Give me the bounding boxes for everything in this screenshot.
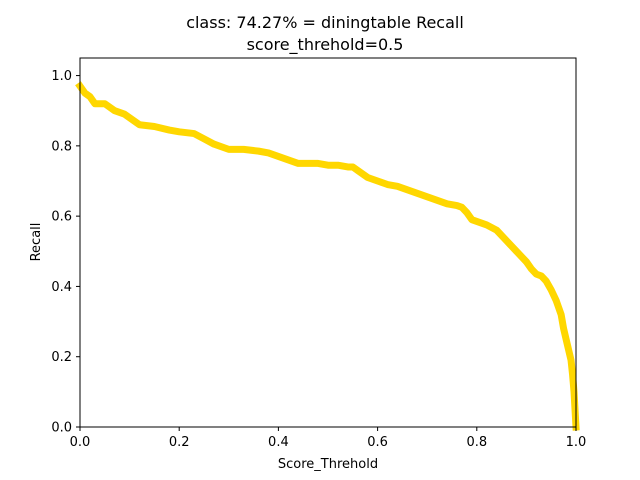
x-tick-label: 1.0 xyxy=(566,435,587,450)
y-tick-label: 0.8 xyxy=(51,139,72,154)
x-axis-label: Score_Threhold xyxy=(278,457,378,472)
x-tick-label: 0.0 xyxy=(70,435,91,450)
y-axis-label: Recall xyxy=(29,223,44,262)
recall-curve-series-0 xyxy=(75,81,580,431)
plot-area xyxy=(75,81,580,431)
chart-title-line1: class: 74.27% = diningtable Recall xyxy=(186,13,464,32)
y-tick-label: 1.0 xyxy=(51,69,72,84)
x-axis-ticks: 0.0 0.2 0.4 0.6 0.8 1.0 xyxy=(70,427,587,450)
x-tick-label: 0.6 xyxy=(367,435,388,450)
chart-title-line2: score_threhold=0.5 xyxy=(247,35,404,55)
y-tick-label: 0.6 xyxy=(51,210,72,225)
y-tick-label: 0.2 xyxy=(51,350,72,365)
plot-frame xyxy=(79,57,577,428)
y-axis-ticks: 0.0 0.2 0.4 0.6 0.8 1.0 xyxy=(51,69,80,436)
x-tick-label: 0.2 xyxy=(169,435,190,450)
x-tick-label: 0.4 xyxy=(268,435,289,450)
y-tick-label: 0.0 xyxy=(51,421,72,436)
x-tick-label: 0.8 xyxy=(466,435,487,450)
y-tick-label: 0.4 xyxy=(51,280,72,295)
